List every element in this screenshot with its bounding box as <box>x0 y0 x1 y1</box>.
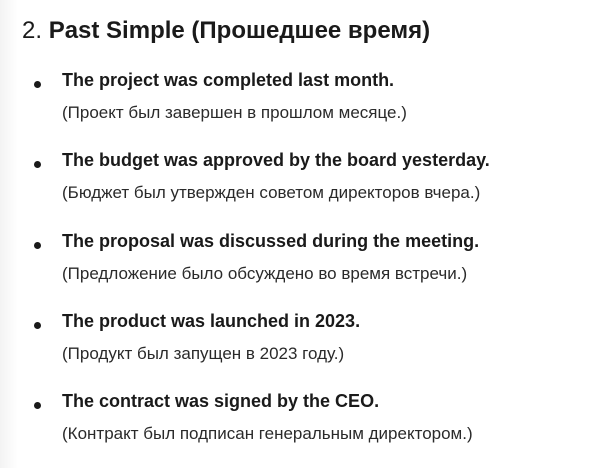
bullet-icon <box>34 402 41 409</box>
bullet-icon <box>34 322 41 329</box>
russian-translation: (Бюджет был утвержден советом директоров… <box>62 183 481 202</box>
list-item: The project was completed last month. (П… <box>0 67 602 141</box>
english-sentence: The proposal was discussed during the me… <box>62 231 480 251</box>
russian-translation: (Проект был завершен в прошлом месяце.) <box>62 103 407 122</box>
section-title: Past Simple (Прошедшее время) <box>48 17 431 44</box>
list-item: The product was launched in 2023. (Проду… <box>0 308 602 382</box>
left-edge-shadow <box>0 0 18 468</box>
english-sentence: The product was launched in 2023. <box>62 311 361 331</box>
list-item: The budget was approved by the board yes… <box>0 147 602 221</box>
list-item: The contract was signed by the CEO. (Кон… <box>0 388 602 462</box>
russian-translation: (Контракт был подписан генеральным дирек… <box>62 424 473 443</box>
russian-translation: (Предложение было обсуждено во время вст… <box>62 264 468 283</box>
bullet-icon <box>34 242 41 249</box>
section-number: 2. <box>22 17 43 44</box>
bullet-icon <box>34 161 41 168</box>
section-heading: 2. Past Simple (Прошедшее время) <box>22 14 430 48</box>
english-sentence: The contract was signed by the CEO. <box>62 391 380 411</box>
russian-translation: (Продукт был запущен в 2023 году.) <box>62 344 345 363</box>
english-sentence: The project was completed last month. <box>62 70 395 90</box>
list-item: The proposal was discussed during the me… <box>0 228 602 302</box>
english-sentence: The budget was approved by the board yes… <box>62 150 490 170</box>
bullet-icon <box>34 81 41 88</box>
